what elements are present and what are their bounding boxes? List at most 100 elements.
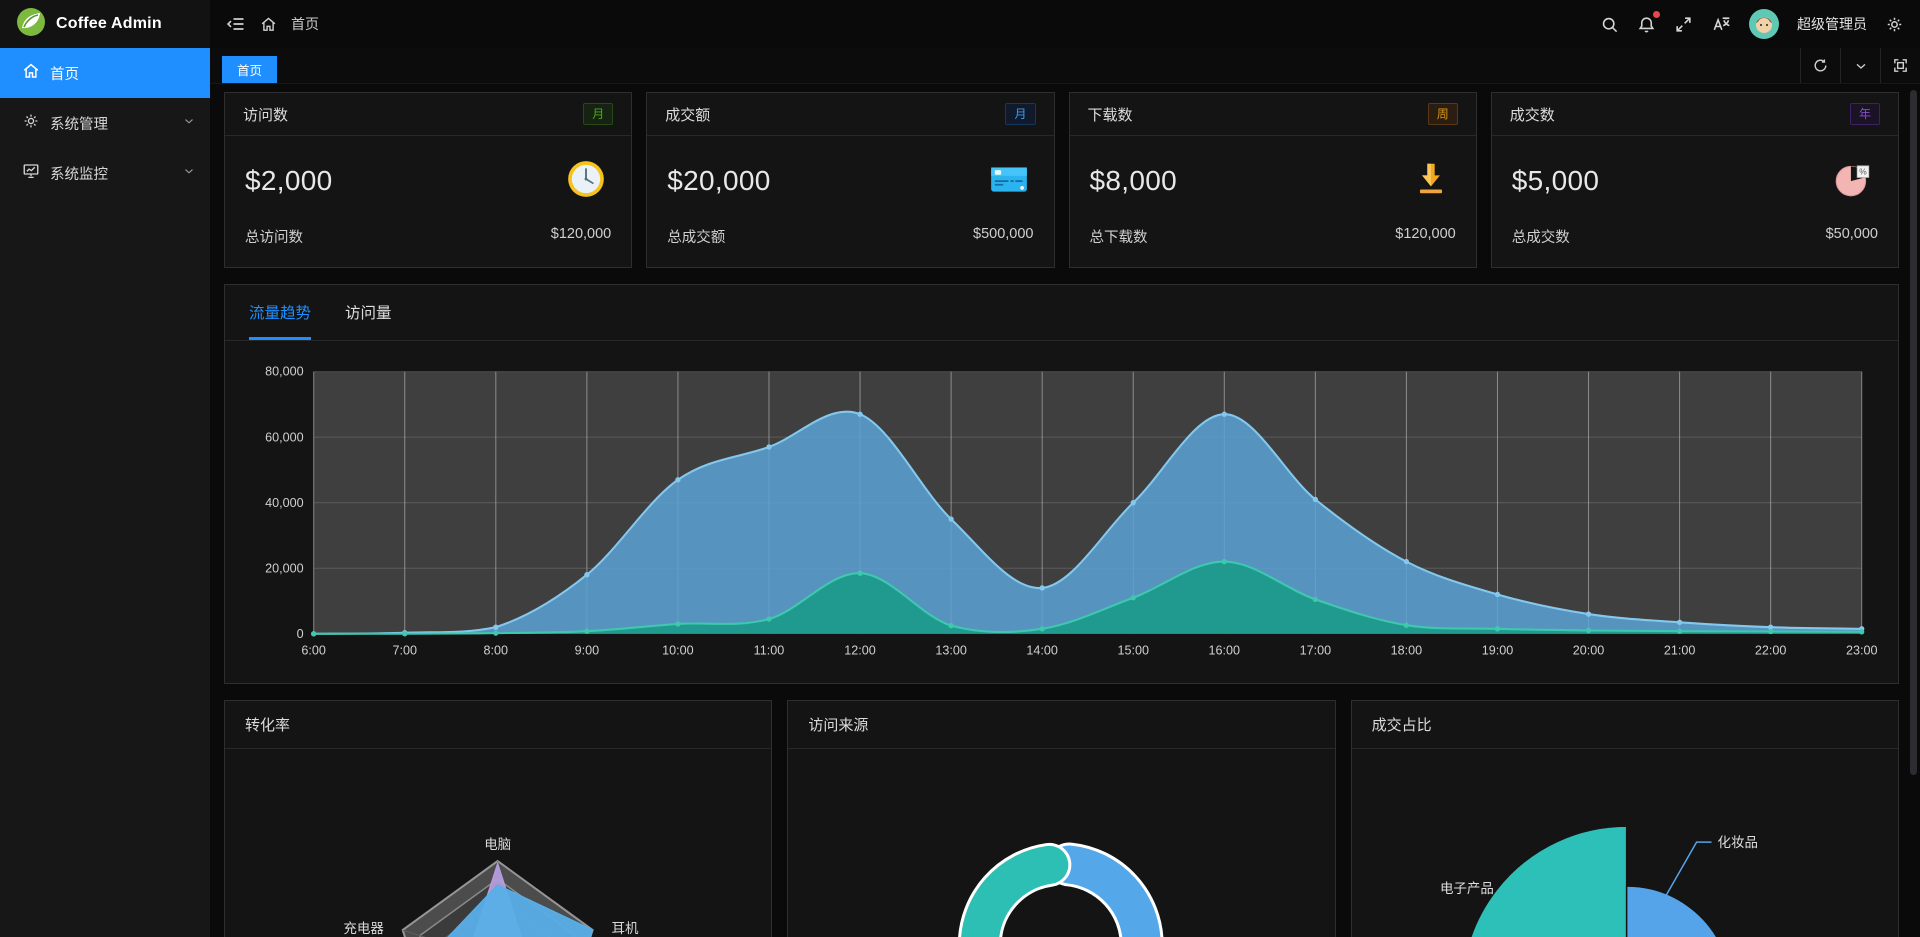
breadcrumb[interactable]: 首页 (291, 16, 319, 32)
sidebar-item-label: 首页 (50, 66, 79, 83)
stat-value: $8,000 (1089, 165, 1177, 196)
svg-text:11:00: 11:00 (754, 642, 785, 657)
period-tag[interactable]: 年 (1849, 103, 1880, 125)
fullscreen-icon[interactable] (1674, 15, 1693, 34)
search-icon[interactable] (1600, 15, 1619, 34)
radar-chart[interactable]: 电脑耳机 充电器 (225, 749, 771, 937)
stat-footer-label: 总成交数 (1511, 230, 1570, 246)
stat-value: $20,000 (667, 165, 771, 196)
pie-percent-icon: % (1832, 158, 1874, 205)
stat-footer-value: $120,000 (1395, 226, 1456, 242)
svg-text:23:00: 23:00 (1846, 642, 1878, 657)
svg-text:9:00: 9:00 (575, 642, 600, 657)
stat-card-downloads: 下载数 周 $8,000 (1068, 92, 1477, 268)
svg-text:8:00: 8:00 (484, 642, 509, 657)
stat-title: 下载数 (1087, 106, 1133, 124)
home-icon (22, 62, 40, 84)
top-navbar: 首页 (210, 0, 1920, 48)
notification-dot (1653, 10, 1660, 18)
svg-text:电脑: 电脑 (484, 837, 511, 852)
fold-sidebar-icon[interactable] (226, 14, 246, 34)
svg-text:40,000: 40,000 (265, 495, 304, 510)
stat-value: $5,000 (1511, 165, 1600, 196)
svg-text:20,000: 20,000 (265, 560, 304, 575)
svg-text:16:00: 16:00 (1209, 642, 1241, 657)
page-content: 访问数 月 $2,000 (210, 84, 1920, 937)
svg-text:6:00: 6:00 (301, 642, 326, 657)
svg-text:18:00: 18:00 (1391, 642, 1423, 657)
main-area: 首页 (210, 0, 1920, 937)
stat-card-turnover: 成交额 月 $20,000 (646, 92, 1055, 268)
refresh-icon[interactable] (1800, 48, 1840, 83)
svg-text:17:00: 17:00 (1300, 642, 1332, 657)
sidebar: Coffee Admin 首页 系统管理 (0, 0, 210, 937)
monitor-icon (22, 162, 40, 184)
period-tag[interactable]: 月 (583, 103, 614, 125)
scrollbar-thumb[interactable] (1910, 90, 1917, 775)
period-tag[interactable]: 周 (1427, 103, 1458, 125)
bank-card-icon (988, 158, 1030, 205)
traffic-trend-card: 流量趋势 访问量 0 20,000 40,000 60,000 80,000 6:00 7:… (224, 284, 1899, 684)
logo: Coffee Admin (0, 0, 210, 48)
bell-icon[interactable] (1637, 10, 1660, 34)
donut-chart[interactable] (788, 749, 1334, 937)
gear-icon (22, 112, 40, 134)
svg-text:10:00: 10:00 (662, 642, 694, 657)
tab-traffic-trend[interactable]: 流量趋势 (249, 285, 312, 340)
tab-visits[interactable]: 访问量 (345, 305, 392, 322)
svg-text:电子产品: 电子产品 (1440, 881, 1494, 896)
svg-text:21:00: 21:00 (1664, 642, 1696, 657)
maximize-icon[interactable] (1880, 48, 1920, 83)
sidebar-item-system-monitor[interactable]: 系统监控 (0, 148, 210, 198)
stat-footer-value: $120,000 (550, 226, 612, 242)
stat-card-deals: 成交数 年 $5,000 % (1490, 92, 1899, 268)
stat-footer-label: 总下载数 (1089, 230, 1148, 246)
svg-text:12:00: 12:00 (844, 642, 876, 657)
stat-title: 成交额 (665, 106, 711, 124)
sidebar-item-system-admin[interactable]: 系统管理 (0, 98, 210, 148)
traffic-trend-chart[interactable]: 0 20,000 40,000 60,000 80,000 6:00 7:00 8:00 9:0… (225, 341, 1898, 683)
stat-title: 成交数 (1509, 106, 1555, 124)
sidebar-item-label: 系统管理 (50, 116, 108, 133)
svg-text:15:00: 15:00 (1117, 642, 1149, 657)
stat-card-visits: 访问数 月 $2,000 (224, 92, 633, 268)
visit-source-card: 访问来源 (787, 700, 1336, 937)
svg-text:耳机: 耳机 (612, 921, 639, 936)
bottom-row: 转化率 电脑 耳机 充电器 访问来源 成交占比 (224, 700, 1899, 937)
breadcrumb-home-icon[interactable] (260, 16, 277, 33)
svg-text:7:00: 7:00 (392, 642, 417, 657)
stat-footer-value: $50,000 (1825, 226, 1878, 242)
svg-text:60,000: 60,000 (265, 429, 304, 444)
rose-pie-chart[interactable]: 化妆品电子产品 (1352, 749, 1898, 937)
avatar[interactable] (1749, 9, 1779, 39)
svg-text:19:00: 19:00 (1482, 642, 1514, 657)
period-tag[interactable]: 月 (1005, 103, 1036, 125)
stat-footer-value: $500,000 (973, 226, 1034, 242)
card-title: 转化率 (245, 717, 291, 734)
svg-text:充电器: 充电器 (343, 921, 384, 936)
svg-text:0: 0 (297, 626, 304, 641)
svg-text:20:00: 20:00 (1573, 642, 1605, 657)
stat-footer-label: 总访问数 (245, 230, 303, 246)
username[interactable]: 超级管理员 (1797, 16, 1867, 32)
chevron-down-icon[interactable] (1840, 48, 1880, 83)
chevron-down-icon (182, 164, 196, 182)
chevron-down-icon (182, 114, 196, 132)
card-title: 访问来源 (808, 717, 869, 734)
leaf-logo-icon (16, 7, 46, 42)
conversion-rate-card: 转化率 电脑耳机 充电器 (224, 700, 773, 937)
sidebar-item-label: 系统监控 (50, 166, 108, 183)
clock-icon (565, 158, 607, 205)
tab-home[interactable]: 首页 (222, 56, 278, 83)
download-icon (1410, 158, 1452, 205)
translate-icon[interactable] (1711, 14, 1731, 34)
svg-text:14:00: 14:00 (1026, 642, 1058, 657)
stats-row: 访问数 月 $2,000 (224, 92, 1899, 268)
sidebar-item-home[interactable]: 首页 (0, 48, 210, 98)
stat-title: 访问数 (243, 106, 289, 124)
svg-text:化妆品: 化妆品 (1717, 835, 1757, 850)
stat-footer-label: 总成交额 (667, 230, 726, 246)
svg-text:13:00: 13:00 (935, 642, 967, 657)
settings-gear-icon[interactable] (1885, 15, 1904, 34)
